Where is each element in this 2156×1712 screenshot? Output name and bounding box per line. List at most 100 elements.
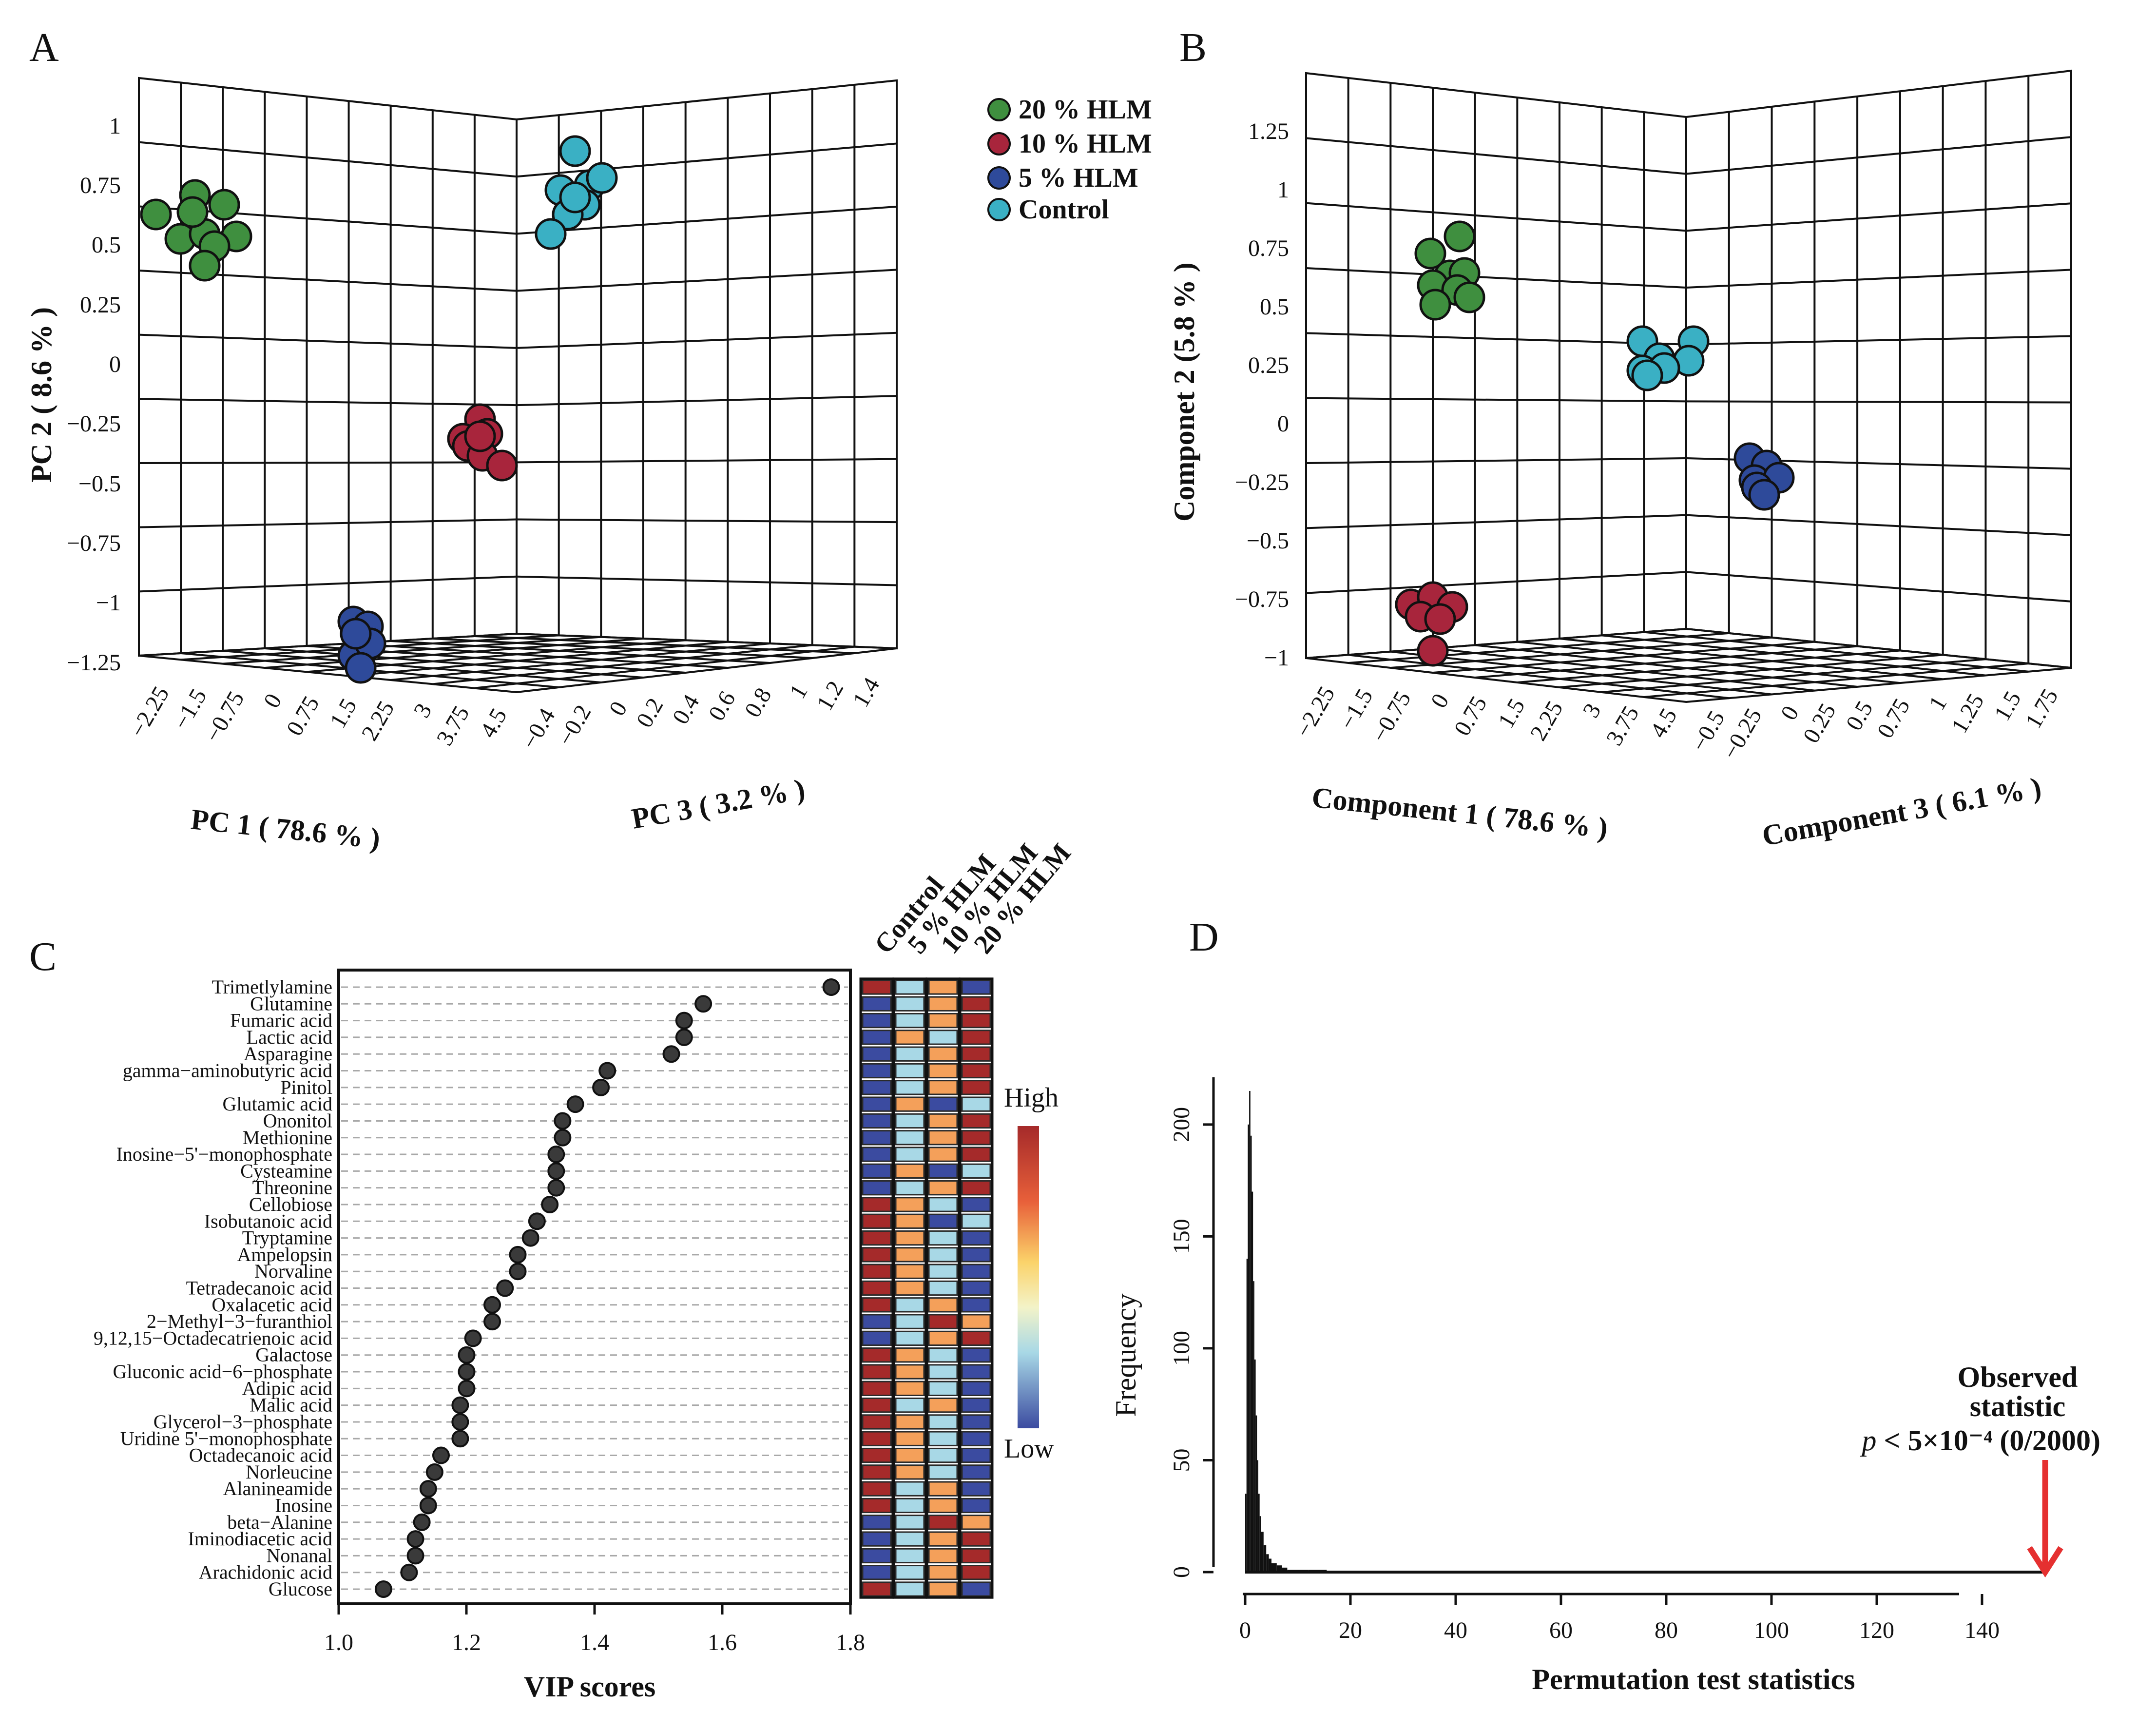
metabolite-label: Alanineamide [223,1478,332,1499]
tick-label: 1.75 [2021,684,2063,733]
grid-line [390,642,770,681]
metabolite-label: Glycerol−3−phosphate [154,1411,332,1433]
tick-label: 0.75 [1449,692,1492,740]
tick-label: 1.4 [580,1630,609,1655]
grid-line [1686,202,2072,232]
grid-line [223,650,601,683]
vip-point [425,1463,443,1481]
metabolite-label: Malic acid [250,1394,332,1416]
score-point [1417,635,1449,667]
heatmap-cell [961,1364,991,1380]
heatmap-cell [862,1381,892,1396]
tick-label: 0.75 [282,692,325,740]
grid-line [516,395,897,407]
tick-label: 1.2 [452,1630,481,1655]
metabolite-label: beta−Alanine [227,1511,332,1533]
heatmap-cell [961,1464,991,1480]
heatmap-cell [862,1063,892,1079]
vip-point [554,1112,572,1130]
score-point [464,420,496,452]
score-point [486,449,518,482]
heatmap-cell [928,1431,958,1446]
legend-label: Control [1019,195,1109,225]
heatmap-cell [961,1130,991,1146]
histogram-bar [1261,1532,1264,1572]
heatmap-cell [862,1364,892,1380]
grid-line [348,642,728,669]
histogram-bar [1253,1281,1254,1572]
tick-label: 0 [1426,689,1454,712]
legend-swatch [987,198,1011,221]
heatmap-cell [895,1197,925,1212]
tick-label: 0 [1169,1566,1194,1578]
grid-line [1686,400,2072,404]
score-point [208,189,240,221]
tick-label: 1 [1277,177,1289,203]
heatmap-cell [928,1515,958,1530]
vip-point [451,1396,469,1414]
grid-line [348,641,728,677]
heatmap-cell [928,1046,958,1062]
heatmap-cell [928,1381,958,1396]
heatmap-cell [961,1247,991,1263]
score-point [176,196,209,228]
heatmap-cell [961,1280,991,1296]
metabolite-label: Oxalacetic acid [212,1294,332,1316]
grid-line [1644,662,2029,698]
tick-label: 0.75 [80,173,121,198]
score-point [1748,479,1780,511]
grid-line [1559,638,1943,681]
heatmap-cell [895,1080,925,1095]
heatmap-cell [862,1314,892,1329]
tick-label: 50 [1169,1448,1194,1472]
grid-line [516,575,897,586]
heatmap-cell [961,1447,991,1463]
metabolite-label: Fumaric acid [230,1010,332,1031]
panel-a-letter: A [29,25,59,70]
tick-label: 1.5 [325,694,362,732]
metabolite-label: Norvaline [254,1260,332,1282]
metabolite-label: Galactose [255,1344,332,1366]
panel-b-y-label: Componet 2 (5.8 % ) [1168,262,1200,522]
tick-label: 3.75 [432,701,475,750]
grid-line [474,635,855,654]
grid-line [1475,645,1858,679]
panel-a-x-label: PC 1 ( 78.6 % ) [190,803,382,855]
legend-label: 5 % HLM [1019,163,1138,193]
metabolite-label: Octadecanoic acid [189,1444,332,1466]
legend-label: 10 % HLM [1019,129,1152,159]
heatmap-cell [961,1581,991,1597]
tick-label: −0.75 [1235,586,1289,612]
grid-line [432,644,812,685]
metabolite-label: Asparagine [244,1043,332,1065]
p-text: < 5×10⁻⁴ (0/2000) [1876,1424,2100,1457]
panel-c-plot-frame [337,969,852,1605]
histogram-bar [1250,1135,1252,1572]
grid-line [516,331,897,349]
heatmap-cell [928,996,958,1012]
grid-line [265,647,644,679]
grid-line [1348,632,1729,664]
metabolite-label: Cysteamine [240,1160,332,1182]
metabolite-label: Inosine−5'−monophosphate [116,1143,332,1165]
heatmap-cell [928,1280,958,1296]
heatmap [859,977,994,1599]
grid-line [138,461,517,464]
legend-label: 20 % HLM [1019,95,1152,125]
heatmap-cell [928,1498,958,1514]
vip-point [541,1195,559,1213]
tick-label: 0.2 [632,694,669,732]
grid-line [1306,457,1687,464]
heatmap-cell [961,1330,991,1346]
heatmap-cell [862,1464,892,1480]
grid-line [1601,634,1986,677]
heatmap-cell [928,1080,958,1095]
heatmap-cell [862,1431,892,1446]
heatmap-cell [961,996,991,1012]
vip-point [451,1430,469,1448]
grid-line [1306,397,1687,403]
tick-label: 1 [785,680,813,703]
heatmap-cell [895,1213,925,1229]
vip-point [509,1245,527,1264]
